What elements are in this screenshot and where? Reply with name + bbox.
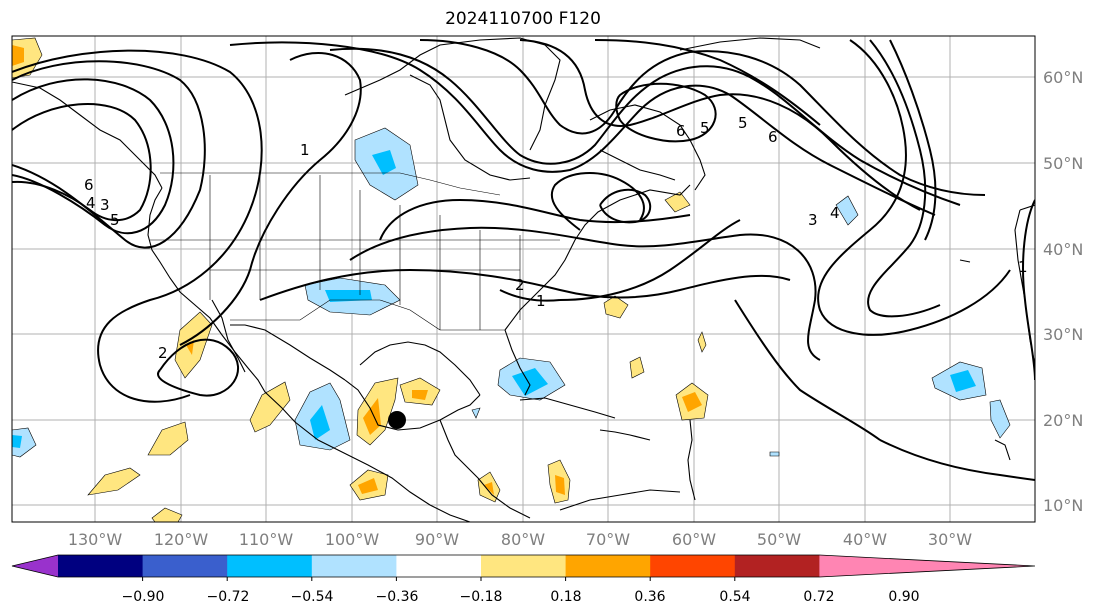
longitude-label: 60°W	[672, 530, 716, 549]
contour-label: 5	[110, 211, 120, 229]
negative-anomaly-core	[512, 368, 548, 396]
colorbar-extend-high	[819, 555, 1035, 577]
longitude-label: 130°W	[68, 530, 123, 549]
positive-anomaly-patch	[174, 311, 213, 379]
contour-label: 2	[158, 344, 168, 362]
storm-position-marker	[388, 411, 406, 429]
latitude-label: 50°N	[1043, 154, 1083, 173]
negative-anomaly-core	[12, 435, 22, 448]
colorbar-tick-label: −0.36	[376, 589, 419, 605]
contour-label: 6	[768, 128, 778, 146]
contour-label: 6	[676, 122, 686, 140]
negative-anomaly-patch	[835, 195, 859, 226]
colorbar-tick-label: −0.54	[291, 589, 334, 605]
contour-labels: 1 1 1 2 2 3 3 4 5 5 6 6 4 5 6	[84, 114, 1028, 362]
contour-label: 4	[830, 204, 840, 222]
colorbar-tick-label: 0.36	[634, 589, 665, 605]
colorbar-segment	[481, 555, 567, 577]
anomaly-shading	[12, 37, 1011, 522]
colorbar-tick-label: 0.72	[803, 589, 834, 605]
longitude-label: 80°W	[501, 530, 545, 549]
contour-label: 3	[808, 211, 818, 229]
positive-anomaly-patch	[87, 467, 141, 496]
longitude-label: 110°W	[239, 530, 294, 549]
colorbar-extend-low	[12, 555, 58, 577]
contour-label: 6	[84, 176, 94, 194]
colorbar-segment	[650, 555, 736, 577]
colorbar-segment	[565, 555, 651, 577]
colorbar-segment	[396, 555, 482, 577]
contour-label: 4	[86, 194, 96, 212]
positive-anomaly-core	[555, 475, 565, 495]
colorbar-segment	[58, 555, 144, 577]
negative-anomaly-core	[950, 370, 976, 392]
colorbar-tick-label: −0.18	[460, 589, 503, 605]
contour-label: 5	[700, 119, 710, 137]
longitude-label: 100°W	[325, 530, 380, 549]
latitude-label: 10°N	[1043, 496, 1083, 515]
colorbar-tick-labels: −0.90 −0.72 −0.54 −0.36 −0.18 0.18 0.36 …	[122, 589, 920, 605]
negative-anomaly-patch	[471, 407, 481, 419]
contour-label: 3	[100, 196, 110, 214]
longitude-label: 70°W	[586, 530, 630, 549]
longitude-label: 120°W	[154, 530, 209, 549]
positive-anomaly-patch	[249, 381, 291, 433]
contour-label: 5	[738, 114, 748, 132]
positive-anomaly-core	[358, 478, 378, 494]
negative-anomaly-patch	[989, 399, 1011, 439]
colorbar-tick-label: 0.18	[550, 589, 581, 605]
longitude-label: 90°W	[415, 530, 459, 549]
latitude-label: 40°N	[1043, 240, 1083, 259]
longitude-label: 50°W	[757, 530, 801, 549]
latitude-label: 30°N	[1043, 325, 1083, 344]
positive-anomaly-patch	[697, 331, 707, 353]
colorbar-tick-label: −0.90	[122, 589, 165, 605]
positive-anomaly-core	[412, 390, 428, 400]
colorbar-tick-label: 0.90	[888, 589, 919, 605]
map-frame	[11, 35, 1036, 523]
longitude-label: 30°W	[928, 530, 972, 549]
positive-anomaly-core	[682, 392, 702, 412]
colorbar-segment	[311, 555, 397, 577]
colorbar-outline	[11, 554, 1036, 578]
longitude-labels: 130°W 120°W 110°W 100°W 90°W 80°W 70°W 6…	[68, 530, 972, 549]
negative-anomaly-core	[310, 405, 330, 440]
map-title: 2024110700 F120	[445, 9, 601, 29]
colorbar-tick-label: −0.72	[207, 589, 250, 605]
negative-anomaly-core	[372, 150, 396, 175]
political-borders	[150, 172, 560, 331]
colorbar-segment	[734, 555, 820, 577]
negative-anomaly-patch	[769, 451, 780, 457]
anomaly-contours	[12, 39, 1035, 481]
latitude-label: 60°N	[1043, 68, 1083, 87]
colorbar-segment	[142, 555, 228, 577]
contour-label: 1	[300, 141, 310, 159]
longitude-label: 40°W	[843, 530, 887, 549]
contour-label: 1	[1018, 258, 1028, 276]
negative-anomaly-patch	[12, 427, 37, 458]
contour-label: 1	[536, 292, 546, 310]
positive-anomaly-patch	[147, 421, 189, 456]
positive-anomaly-patch	[151, 507, 183, 522]
positive-anomaly-patch	[629, 356, 645, 379]
colorbar	[11, 554, 1036, 581]
latitude-label: 20°N	[1043, 411, 1083, 430]
colorbar-segment	[227, 555, 313, 577]
colorbar-tick-label: 0.54	[719, 589, 750, 605]
positive-anomaly-core	[363, 398, 381, 435]
contour-label: 2	[515, 276, 525, 294]
latitude-labels: 60°N 50°N 40°N 30°N 20°N 10°N	[1043, 68, 1083, 515]
positive-anomaly-core	[12, 45, 24, 66]
positive-anomaly-core	[484, 482, 494, 495]
